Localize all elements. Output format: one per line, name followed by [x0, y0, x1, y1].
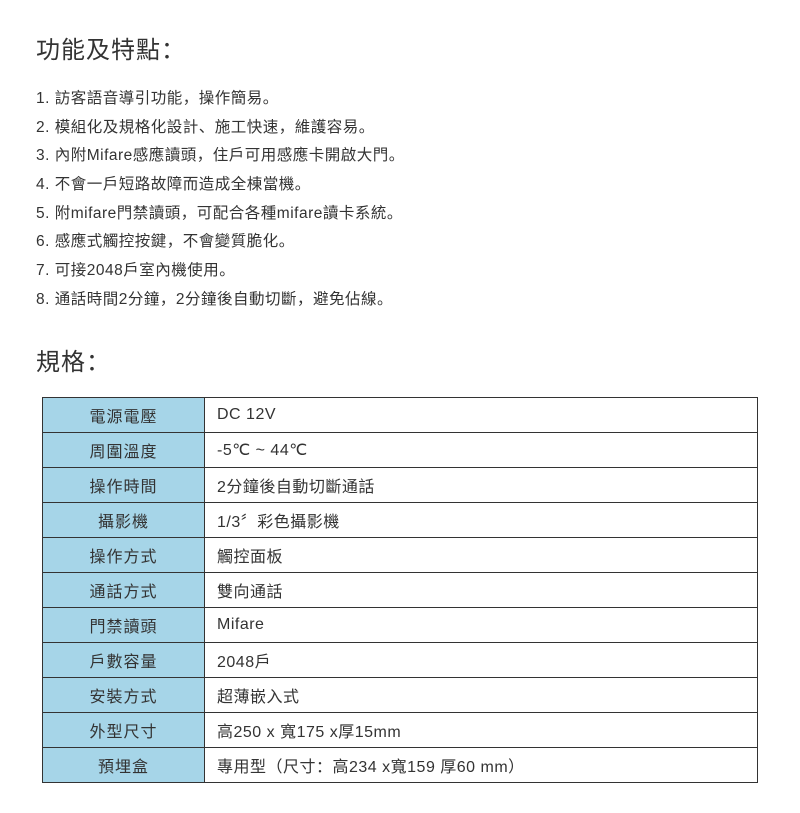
spec-value: 專用型（尺寸：高234 x寬159 厚60 mm） — [205, 748, 758, 783]
features-list: 1. 訪客語音導引功能，操作簡易。 2. 模組化及規格化設計、施工快速，維護容易… — [36, 85, 764, 314]
feature-number: 7. — [36, 262, 55, 279]
table-row: 周圍溫度 -5℃ ~ 44℃ — [43, 433, 758, 468]
spec-value: 2048戶 — [205, 643, 758, 678]
table-row: 外型尺寸 高250 x 寬175 x厚15mm — [43, 713, 758, 748]
feature-number: 8. — [36, 291, 55, 308]
specs-title: 規格： — [36, 342, 764, 377]
feature-number: 1. — [36, 90, 55, 107]
feature-number: 2. — [36, 119, 55, 136]
spec-label: 戶數容量 — [43, 643, 205, 678]
list-item: 8. 通話時間2分鐘，2分鐘後自動切斷，避免佔線。 — [36, 286, 764, 315]
spec-value: 1/3〞彩色攝影機 — [205, 503, 758, 538]
feature-text: 通話時間2分鐘，2分鐘後自動切斷，避免佔線。 — [55, 291, 393, 308]
spec-label: 操作方式 — [43, 538, 205, 573]
table-row: 電源電壓 DC 12V — [43, 398, 758, 433]
spec-value: 超薄嵌入式 — [205, 678, 758, 713]
feature-number: 6. — [36, 233, 55, 250]
table-row: 安裝方式 超薄嵌入式 — [43, 678, 758, 713]
spec-value: 高250 x 寬175 x厚15mm — [205, 713, 758, 748]
table-row: 操作時間 2分鐘後自動切斷通話 — [43, 468, 758, 503]
list-item: 7. 可接2048戶室內機使用。 — [36, 257, 764, 286]
spec-value: 觸控面板 — [205, 538, 758, 573]
spec-value: 2分鐘後自動切斷通話 — [205, 468, 758, 503]
list-item: 3. 內附Mifare感應讀頭，住戶可用感應卡開啟大門。 — [36, 142, 764, 171]
feature-text: 不會一戶短路故障而造成全棟當機。 — [55, 176, 311, 193]
table-row: 預埋盒 專用型（尺寸：高234 x寬159 厚60 mm） — [43, 748, 758, 783]
spec-label: 周圍溫度 — [43, 433, 205, 468]
feature-number: 3. — [36, 147, 55, 164]
specs-table: 電源電壓 DC 12V 周圍溫度 -5℃ ~ 44℃ 操作時間 2分鐘後自動切斷… — [42, 397, 758, 783]
spec-label: 外型尺寸 — [43, 713, 205, 748]
feature-number: 5. — [36, 205, 55, 222]
feature-text: 附mifare門禁讀頭，可配合各種mifare讀卡系統。 — [55, 205, 403, 222]
spec-label: 電源電壓 — [43, 398, 205, 433]
spec-value: DC 12V — [205, 398, 758, 433]
table-row: 門禁讀頭 Mifare — [43, 608, 758, 643]
feature-number: 4. — [36, 176, 55, 193]
spec-value: -5℃ ~ 44℃ — [205, 433, 758, 468]
list-item: 5. 附mifare門禁讀頭，可配合各種mifare讀卡系統。 — [36, 200, 764, 229]
feature-text: 感應式觸控按鍵，不會變質脆化。 — [55, 233, 295, 250]
table-row: 攝影機 1/3〞彩色攝影機 — [43, 503, 758, 538]
spec-value: Mifare — [205, 608, 758, 643]
feature-text: 內附Mifare感應讀頭，住戶可用感應卡開啟大門。 — [55, 147, 405, 164]
table-row: 通話方式 雙向通話 — [43, 573, 758, 608]
spec-label: 攝影機 — [43, 503, 205, 538]
feature-text: 訪客語音導引功能，操作簡易。 — [55, 90, 279, 107]
spec-label: 預埋盒 — [43, 748, 205, 783]
list-item: 1. 訪客語音導引功能，操作簡易。 — [36, 85, 764, 114]
spec-label: 安裝方式 — [43, 678, 205, 713]
feature-text: 模組化及規格化設計、施工快速，維護容易。 — [55, 119, 375, 136]
list-item: 6. 感應式觸控按鍵，不會變質脆化。 — [36, 228, 764, 257]
list-item: 4. 不會一戶短路故障而造成全棟當機。 — [36, 171, 764, 200]
list-item: 2. 模組化及規格化設計、施工快速，維護容易。 — [36, 114, 764, 143]
feature-text: 可接2048戶室內機使用。 — [55, 262, 235, 279]
features-title: 功能及特點： — [36, 30, 764, 65]
spec-label: 門禁讀頭 — [43, 608, 205, 643]
spec-value: 雙向通話 — [205, 573, 758, 608]
spec-label: 操作時間 — [43, 468, 205, 503]
table-row: 操作方式 觸控面板 — [43, 538, 758, 573]
table-row: 戶數容量 2048戶 — [43, 643, 758, 678]
spec-label: 通話方式 — [43, 573, 205, 608]
